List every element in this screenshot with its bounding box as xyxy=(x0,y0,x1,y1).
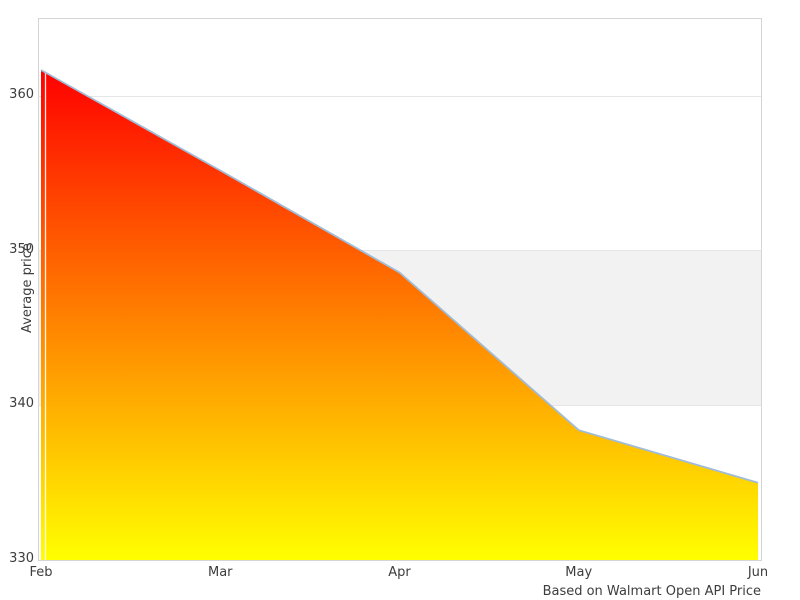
x-tick-label: Apr xyxy=(388,565,411,580)
x-tick-label: Mar xyxy=(207,565,233,580)
y-tick-label: 350 xyxy=(9,241,34,257)
y-tick-label: 330 xyxy=(9,551,34,566)
plot-area xyxy=(38,18,762,561)
area-series xyxy=(41,70,758,560)
y-axis-title: Average price xyxy=(20,243,35,333)
x-tick-label: Feb xyxy=(29,565,53,580)
gridline xyxy=(39,250,761,252)
y-tick-label: 360 xyxy=(9,87,34,103)
gridline xyxy=(39,95,761,97)
y-axis-tick-labels: 330 340 350 360 xyxy=(0,18,34,566)
chart-caption: Based on Walmart Open API Price xyxy=(542,584,761,599)
area-chart-svg xyxy=(40,69,759,560)
x-tick-label: May xyxy=(565,565,593,580)
y-tick-label: 340 xyxy=(9,396,34,412)
x-axis-tick-labels: Feb Mar Apr May Jun xyxy=(29,565,768,585)
x-tick-label: Jun xyxy=(747,565,769,580)
trend-line xyxy=(40,69,759,484)
